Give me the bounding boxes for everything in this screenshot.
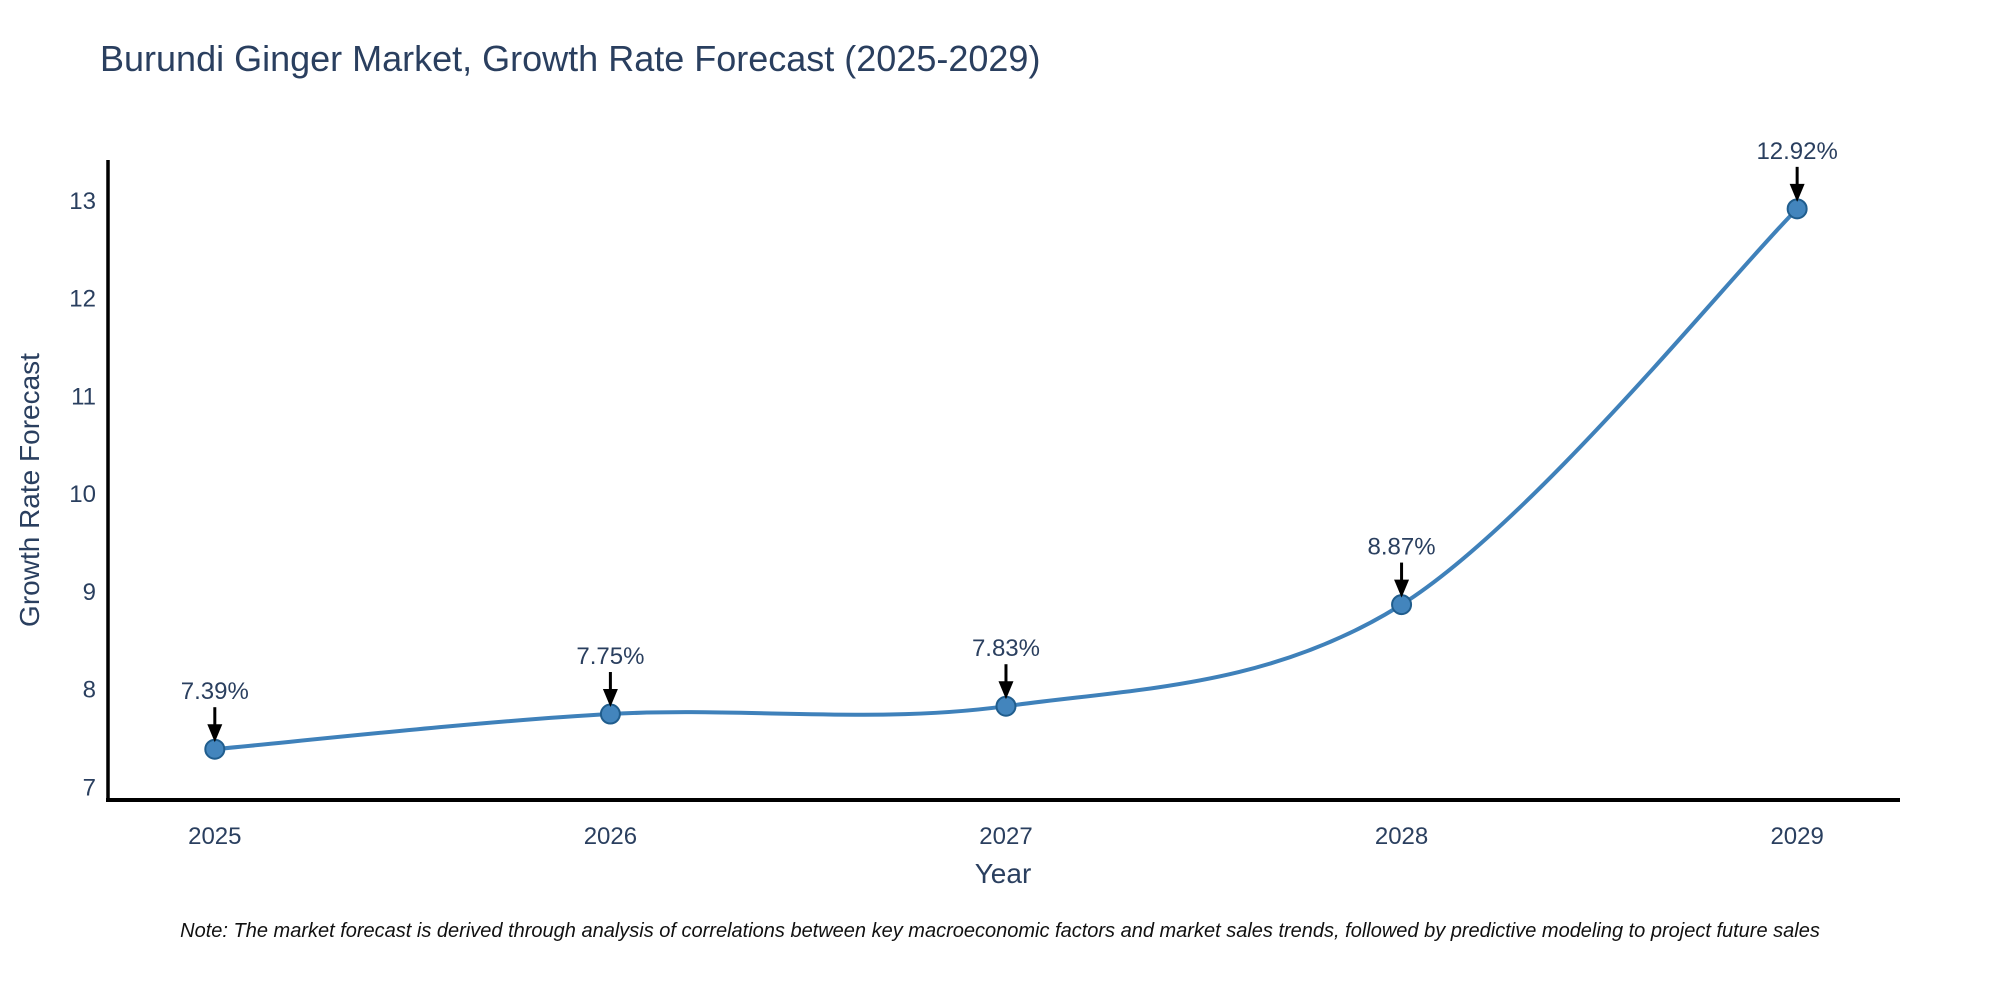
annotation-arrowhead-icon <box>207 724 223 743</box>
y-tick-label: 11 <box>71 383 96 410</box>
series-line[interactable] <box>214 207 1799 752</box>
x-axis-title: Year <box>974 858 1032 889</box>
y-tick-label: 13 <box>69 188 96 215</box>
footnote: Note: The market forecast is derived thr… <box>180 920 1820 942</box>
y-tick-label: 12 <box>69 286 96 313</box>
annotation-arrowhead-icon <box>1394 579 1410 598</box>
y-tick-label: 9 <box>83 579 96 606</box>
x-tick-label: 2028 <box>1375 823 1428 850</box>
annotation-arrowhead-icon <box>1789 183 1805 202</box>
data-point-2025[interactable] <box>204 738 226 760</box>
point-value-label: 7.75% <box>576 643 644 670</box>
point-value-label: 7.83% <box>972 635 1040 662</box>
annotation-arrowhead-icon <box>998 681 1014 700</box>
data-point-2029[interactable] <box>1786 198 1808 220</box>
point-value-label: 8.87% <box>1368 534 1436 561</box>
y-tick-label: 10 <box>69 481 96 508</box>
x-tick-label: 2026 <box>584 823 637 850</box>
data-point-2028[interactable] <box>1391 594 1413 616</box>
y-axis-title: Growth Rate Forecast <box>14 353 45 627</box>
annotation-arrowhead-icon <box>602 689 618 708</box>
point-value-label: 7.39% <box>181 678 249 705</box>
point-value-label: 12.92% <box>1756 138 1837 165</box>
x-tick-label: 2025 <box>188 823 241 850</box>
chart-title: Burundi Ginger Market, Growth Rate Forec… <box>100 38 1041 79</box>
x-tick-label: 2029 <box>1770 823 1823 850</box>
x-tick-label: 2027 <box>979 823 1032 850</box>
data-point-2026[interactable] <box>599 703 621 725</box>
y-tick-label: 7 <box>83 774 96 801</box>
y-tick-label: 8 <box>83 677 96 704</box>
data-point-2027[interactable] <box>995 695 1017 717</box>
